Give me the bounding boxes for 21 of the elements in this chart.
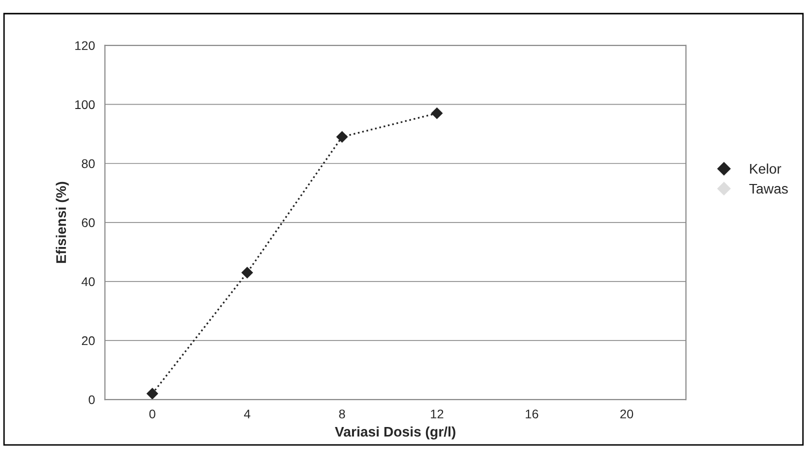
legend-label: Tawas bbox=[749, 184, 788, 194]
legend-label: Kelor bbox=[750, 164, 782, 174]
point bbox=[431, 108, 443, 119]
x-tick-label: 4 bbox=[244, 410, 250, 418]
x-tick-label: 16 bbox=[526, 410, 538, 418]
y-tick-label: 40 bbox=[82, 277, 95, 286]
y-axis-title: Efisiensi (%) bbox=[56, 182, 69, 263]
point bbox=[336, 131, 348, 142]
x-tick-label: 0 bbox=[149, 410, 156, 418]
y-tick-label: 80 bbox=[82, 159, 95, 168]
x-axis-title: Variasi Dosis (gr/l) bbox=[334, 426, 456, 440]
x-tick-label: 20 bbox=[620, 410, 634, 418]
y-tick-label: 60 bbox=[82, 218, 95, 228]
y-tick-label: 120 bbox=[75, 41, 95, 50]
point bbox=[242, 267, 253, 278]
y-tick-label: 0 bbox=[88, 395, 95, 404]
point bbox=[146, 388, 158, 400]
x-tick-label: 8 bbox=[339, 410, 345, 418]
y-tick-label: 20 bbox=[82, 336, 95, 346]
y-tick-label: 100 bbox=[75, 100, 95, 110]
x-tick-label: 12 bbox=[430, 410, 444, 418]
